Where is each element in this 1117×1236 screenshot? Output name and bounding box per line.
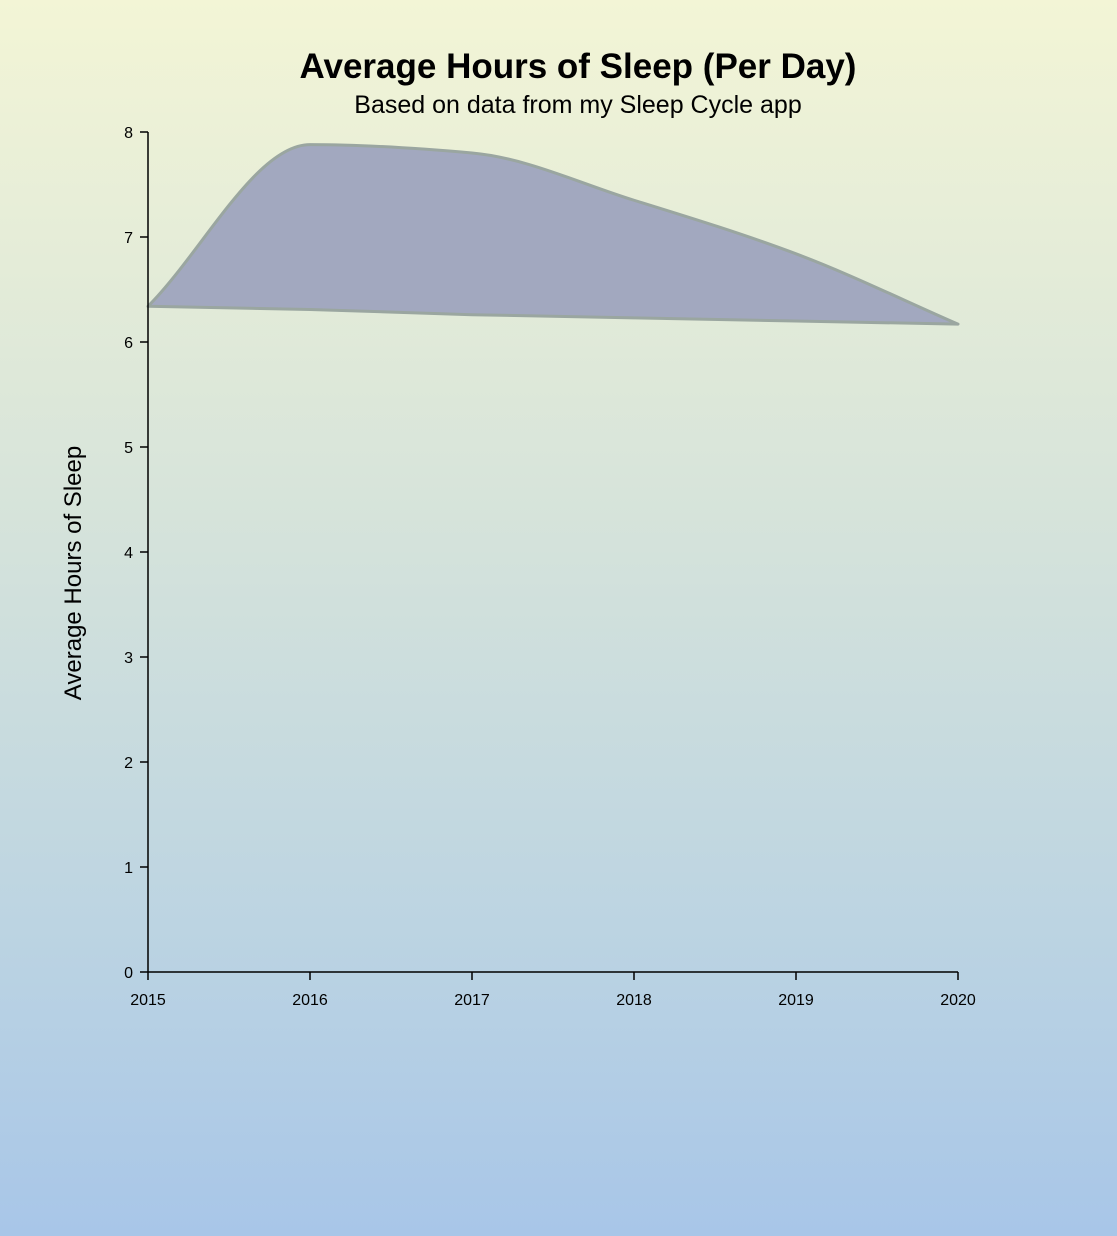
y-tick-label: 2 [124, 755, 133, 772]
y-axis-label: Average Hours of Sleep [60, 446, 87, 700]
y-tick-label: 5 [124, 440, 133, 457]
x-tick-label: 2015 [130, 992, 166, 1009]
x-tick-label: 2019 [778, 992, 814, 1009]
sleep-area [146, 143, 960, 326]
x-tick-label: 2016 [292, 992, 328, 1009]
y-tick-label: 8 [124, 125, 133, 142]
x-tick-label: 2018 [616, 992, 652, 1009]
x-tick-label: 2020 [940, 992, 976, 1009]
y-tick-label: 1 [124, 860, 133, 877]
chart-subtitle: Based on data from my Sleep Cycle app [354, 91, 801, 119]
y-tick-label: 4 [124, 545, 133, 562]
y-tick-label: 6 [124, 335, 133, 352]
y-tick-label: 0 [124, 965, 133, 982]
y-tick-label: 3 [124, 650, 133, 667]
x-tick-label: 2017 [454, 992, 490, 1009]
y-tick-label: 7 [124, 230, 133, 247]
chart-title: Average Hours of Sleep (Per Day) [300, 47, 857, 86]
plot-area: 0 1 2 3 4 5 6 7 8 2015 2016 2017 2018 2019 2020 [124, 125, 976, 1009]
